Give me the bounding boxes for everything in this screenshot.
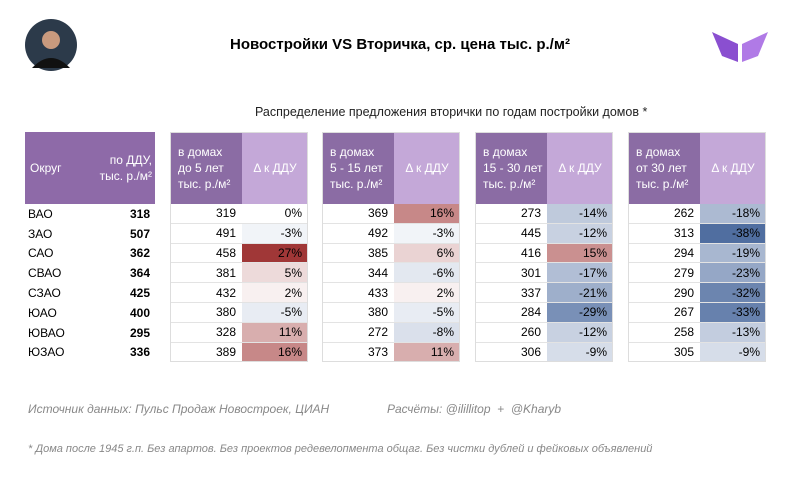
delta: -9% bbox=[547, 342, 613, 363]
delta: -3% bbox=[242, 223, 308, 244]
delta-header: Δ к ДДУ bbox=[547, 132, 613, 204]
price-header: в домах 15 - 30 лет тыс. р./м² bbox=[475, 132, 547, 204]
price: 380 bbox=[322, 303, 394, 323]
delta-header: Δ к ДДУ bbox=[394, 132, 460, 204]
delta: -19% bbox=[700, 243, 766, 264]
delta: 11% bbox=[242, 322, 308, 343]
ddu-price: 425 bbox=[129, 286, 150, 301]
source: Источник данных: Пульс Продаж Новостроек… bbox=[28, 402, 330, 416]
delta: -8% bbox=[394, 322, 460, 343]
price: 301 bbox=[475, 263, 547, 284]
logo bbox=[712, 32, 768, 62]
title: Новостройки VS Вторичка, ср. цена тыс. р… bbox=[230, 36, 570, 53]
price: 273 bbox=[475, 204, 547, 224]
group-border bbox=[475, 132, 613, 363]
price: 337 bbox=[475, 283, 547, 303]
price: 458 bbox=[170, 244, 242, 264]
district: ЮЗАО bbox=[28, 345, 65, 360]
group-border bbox=[170, 132, 308, 363]
district: СВАО bbox=[28, 266, 62, 281]
ddu-price: 336 bbox=[129, 345, 150, 360]
delta: -17% bbox=[547, 263, 613, 284]
price: 492 bbox=[322, 224, 394, 244]
delta: -5% bbox=[394, 303, 460, 323]
district: СЗАО bbox=[28, 286, 61, 301]
delta: -21% bbox=[547, 283, 613, 303]
price-header: в домах 5 - 15 лет тыс. р./м² bbox=[322, 132, 394, 204]
price: 416 bbox=[475, 244, 547, 264]
price: 319 bbox=[170, 204, 242, 224]
district-header-bg bbox=[25, 132, 155, 204]
district: ЮАО bbox=[28, 305, 57, 320]
subtitle: Распределение предложения вторички по го… bbox=[255, 105, 648, 119]
note: * Дома после 1945 г.п. Без апартов. Без … bbox=[28, 443, 653, 455]
delta: -12% bbox=[547, 223, 613, 244]
district: САО bbox=[28, 246, 54, 261]
price: 369 bbox=[322, 204, 394, 224]
ddu-price: 318 bbox=[129, 206, 150, 221]
district-header: Округ bbox=[30, 161, 62, 175]
price: 279 bbox=[628, 263, 700, 284]
ddu-price: 507 bbox=[129, 226, 150, 241]
ddu-price: 295 bbox=[129, 325, 150, 340]
delta: -29% bbox=[547, 303, 613, 323]
delta: -12% bbox=[547, 322, 613, 343]
price: 328 bbox=[170, 323, 242, 343]
price: 445 bbox=[475, 224, 547, 244]
price: 294 bbox=[628, 244, 700, 264]
district: ВАО bbox=[28, 206, 53, 221]
delta: -38% bbox=[700, 223, 766, 244]
district: ЮВАО bbox=[28, 325, 65, 340]
price: 290 bbox=[628, 283, 700, 303]
price: 491 bbox=[170, 224, 242, 244]
delta: 11% bbox=[394, 342, 460, 363]
ddu-price: 362 bbox=[129, 246, 150, 261]
ddu-price: 400 bbox=[129, 305, 150, 320]
delta: -5% bbox=[242, 303, 308, 323]
price: 344 bbox=[322, 263, 394, 284]
delta: 0% bbox=[242, 204, 308, 224]
price: 284 bbox=[475, 303, 547, 323]
credits: Расчёты: @ilillitop + @Kharyb bbox=[387, 402, 562, 416]
delta: 6% bbox=[394, 243, 460, 264]
ddu-header: по ДДУ, тыс. р./м² bbox=[99, 153, 152, 183]
delta: 16% bbox=[394, 204, 460, 224]
delta: -23% bbox=[700, 263, 766, 284]
price: 272 bbox=[322, 323, 394, 343]
price: 260 bbox=[475, 323, 547, 343]
ddu-price: 364 bbox=[129, 266, 150, 281]
delta: 15% bbox=[547, 243, 613, 264]
price: 432 bbox=[170, 283, 242, 303]
price: 262 bbox=[628, 204, 700, 224]
group-border bbox=[322, 132, 460, 363]
price: 433 bbox=[322, 283, 394, 303]
price: 380 bbox=[170, 303, 242, 323]
delta: 27% bbox=[242, 243, 308, 264]
price: 258 bbox=[628, 323, 700, 343]
delta-header: Δ к ДДУ bbox=[242, 132, 308, 204]
group-border bbox=[628, 132, 766, 363]
price: 267 bbox=[628, 303, 700, 323]
delta: 2% bbox=[394, 283, 460, 303]
delta: -6% bbox=[394, 263, 460, 284]
delta: -14% bbox=[547, 204, 613, 224]
district: ЗАО bbox=[28, 226, 53, 241]
delta: -3% bbox=[394, 223, 460, 244]
avatar bbox=[25, 19, 77, 71]
delta: -13% bbox=[700, 322, 766, 343]
delta-header: Δ к ДДУ bbox=[700, 132, 766, 204]
price: 381 bbox=[170, 263, 242, 284]
delta: 5% bbox=[242, 263, 308, 284]
delta: -32% bbox=[700, 283, 766, 303]
delta: -33% bbox=[700, 303, 766, 323]
price: 313 bbox=[628, 224, 700, 244]
price-header: в домах до 5 лет тыс. р./м² bbox=[170, 132, 242, 204]
price-header: в домах от 30 лет тыс. р./м² bbox=[628, 132, 700, 204]
price: 385 bbox=[322, 244, 394, 264]
delta: -18% bbox=[700, 204, 766, 224]
delta: 2% bbox=[242, 283, 308, 303]
